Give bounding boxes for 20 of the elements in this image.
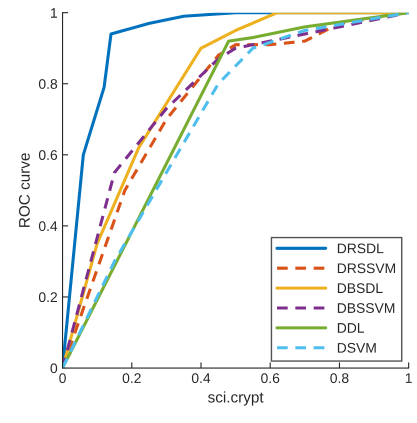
x-tick-label: 0.2	[122, 373, 141, 384]
legend-label: DBSSVM	[338, 303, 394, 313]
x-tick-label: 0.4	[192, 373, 210, 384]
y-tick-label: 1	[51, 8, 58, 18]
legend-label: DSVM	[338, 342, 376, 353]
y-tick-label: 0.4	[38, 221, 58, 232]
legend-label: DRSSVM	[338, 263, 396, 274]
y-tick-label: 0.8	[38, 79, 58, 89]
x-tick-label: 0.6	[261, 373, 280, 384]
legend-label: DRSDL	[338, 243, 384, 254]
y-axis-title: ROC curve	[18, 153, 30, 227]
x-tick-label: 0	[59, 373, 66, 384]
x-axis-title: sci.crypt	[208, 391, 264, 406]
y-tick-label: 0.6	[38, 150, 58, 160]
x-tick-label: 0.8	[330, 373, 348, 384]
x-tick-label: 1	[406, 373, 412, 383]
y-tick-label: 0	[50, 363, 58, 374]
legend-label: DDL	[338, 323, 364, 333]
legend-label: DBSDL	[338, 283, 383, 294]
y-tick-label: 0.2	[38, 292, 57, 302]
